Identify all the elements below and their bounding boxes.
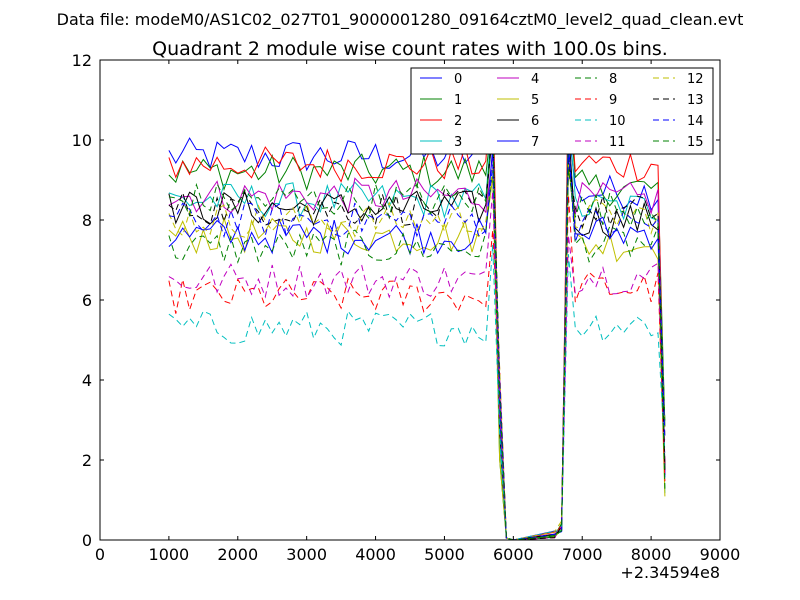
legend-item-8: 8 (575, 72, 617, 87)
legend-item-9: 9 (575, 93, 617, 108)
legend-item-10: 10 (575, 114, 626, 129)
legend-item-12: 12 (653, 72, 704, 87)
legend-item-11: 11 (575, 135, 626, 150)
x-tick-label: 4000 (355, 545, 396, 564)
legend-label: 5 (531, 93, 539, 108)
legend-label: 2 (454, 114, 462, 129)
series-layer (168, 69, 666, 541)
legend-item-5: 5 (497, 93, 539, 108)
y-tick-label: 8 (82, 211, 92, 230)
series-line-2 (168, 69, 666, 541)
x-tick-label: 5000 (424, 545, 465, 564)
x-tick-label: 6000 (493, 545, 534, 564)
legend-label: 12 (687, 72, 704, 87)
chart-title: Quadrant 2 module wise count rates with … (152, 38, 668, 60)
legend-item-1: 1 (420, 93, 462, 108)
ticks-layer: 0 1000 2000 3000 4000 5000 6000 7000 8000 9000 0 2 4… (72, 51, 741, 564)
legend-label: 3 (454, 135, 462, 150)
file-label: Data file: modeM0/AS1C02_027T01_90000012… (57, 10, 744, 30)
legend-item-7: 7 (497, 135, 539, 150)
legend-label: 13 (687, 93, 704, 108)
y-tick-label: 0 (82, 531, 92, 550)
legend-item-15: 15 (653, 135, 704, 150)
legend-label: 8 (609, 72, 617, 87)
legend-item-3: 3 (420, 135, 462, 150)
x-tick-label: 2000 (217, 545, 258, 564)
legend-label: 10 (609, 114, 626, 129)
legend-label: 15 (687, 135, 704, 150)
series-line-9 (168, 194, 666, 541)
series-line-4 (168, 153, 666, 541)
legend-item-2: 2 (420, 114, 462, 129)
series-line-7 (168, 143, 666, 541)
x-offset-label: +2.34594e8 (620, 563, 720, 582)
legend-item-13: 13 (653, 93, 704, 108)
x-tick-label: 8000 (631, 545, 672, 564)
legend-item-0: 0 (420, 72, 462, 87)
legend-label: 14 (687, 114, 704, 129)
legend-item-14: 14 (653, 114, 704, 129)
series-line-12 (168, 160, 666, 541)
series-line-5 (168, 161, 666, 541)
series-line-0 (168, 116, 666, 541)
y-tick-label: 4 (82, 371, 92, 390)
x-tick-label: 1000 (149, 545, 190, 564)
series-line-13 (168, 125, 666, 541)
series-line-11 (168, 191, 666, 541)
y-tick-label: 2 (82, 451, 92, 470)
legend-item-6: 6 (497, 114, 539, 129)
series-line-8 (168, 152, 666, 541)
series-line-1 (168, 96, 666, 541)
legend-label: 0 (454, 72, 462, 87)
legend-label: 7 (531, 135, 539, 150)
legend-label: 11 (609, 135, 626, 150)
legend-label: 6 (531, 114, 539, 129)
legend-label: 4 (531, 72, 539, 87)
y-tick-label: 10 (72, 131, 92, 150)
x-tick-label: 9000 (700, 545, 741, 564)
legend-label: 1 (454, 93, 462, 108)
legend-label: 9 (609, 93, 617, 108)
series-line-14 (168, 148, 666, 541)
legend-item-4: 4 (497, 72, 539, 87)
legend-frame (410, 67, 714, 155)
x-tick-label: 3000 (286, 545, 327, 564)
y-tick-label: 12 (72, 51, 92, 70)
series-line-15 (168, 127, 666, 541)
x-tick-label: 0 (95, 545, 105, 564)
x-tick-label: 7000 (562, 545, 603, 564)
y-tick-label: 6 (82, 291, 92, 310)
series-line-3 (168, 110, 666, 541)
